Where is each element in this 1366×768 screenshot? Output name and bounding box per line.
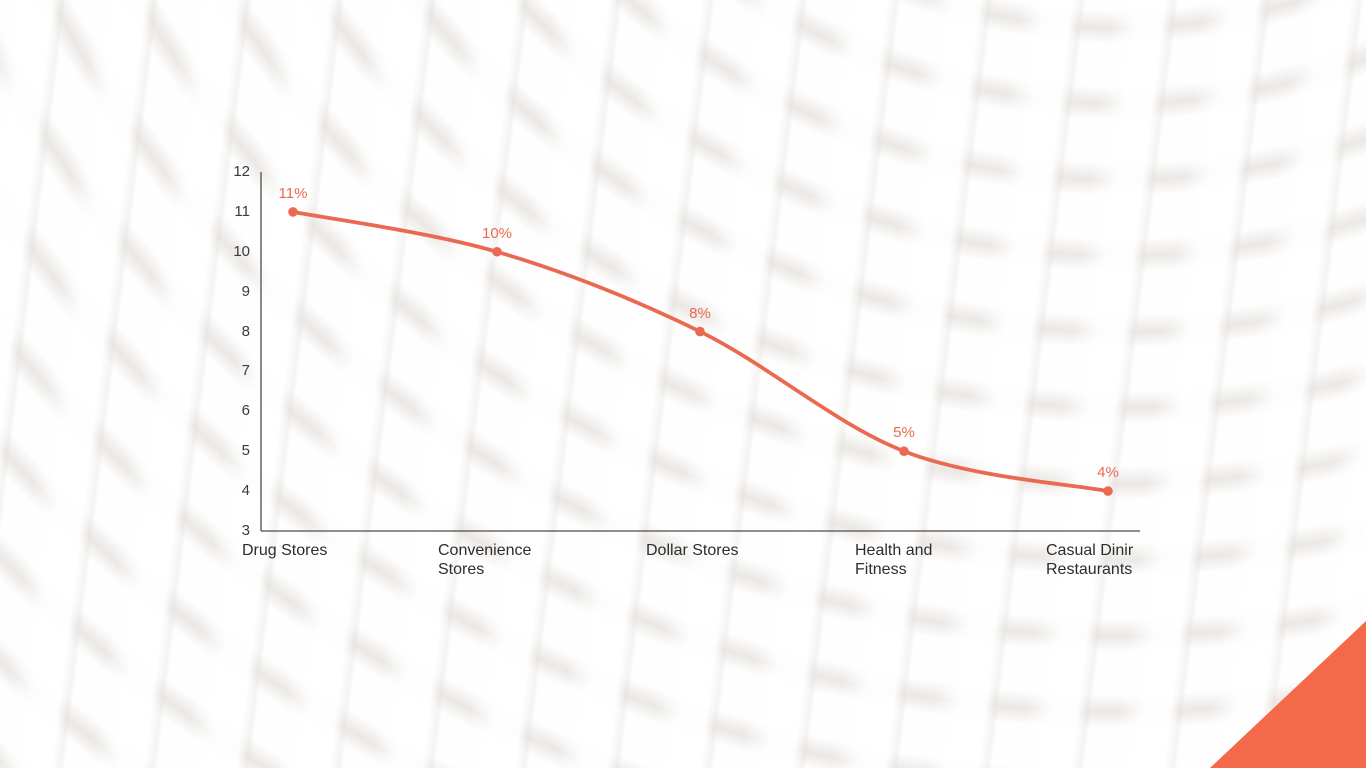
x-category-label: Drug Stores: [242, 542, 328, 559]
y-tick-label: 11: [234, 202, 250, 220]
data-point: [492, 246, 502, 257]
data-point: [288, 207, 298, 217]
y-tick-label: 6: [241, 402, 250, 420]
data-label: 8%: [689, 304, 711, 322]
y-tick-label: 8: [241, 322, 250, 340]
x-category-label: Casual Dinir Restaurants: [1046, 542, 1134, 578]
data-label: 11%: [278, 184, 308, 202]
data-point: [1103, 486, 1113, 496]
data-label: 10%: [481, 224, 513, 242]
y-tick-label: 9: [241, 282, 250, 300]
y-tick-label: 7: [241, 362, 250, 380]
y-tick-label: 12: [233, 163, 250, 180]
y-tick-label: 5: [241, 442, 250, 460]
x-category-label: Dollar Stores: [646, 542, 739, 559]
data-point: [899, 446, 909, 457]
data-point: [695, 326, 705, 337]
x-category-label: Health and Fitness: [855, 542, 933, 578]
series-line: [291, 209, 1110, 494]
y-tick-label: 3: [241, 522, 250, 539]
y-tick-label: 4: [241, 482, 250, 500]
data-label: 4%: [1097, 464, 1119, 482]
x-category-label: Convenience Stores: [438, 542, 532, 578]
data-label: 5%: [893, 424, 915, 442]
y-tick-label: 10: [233, 242, 250, 260]
